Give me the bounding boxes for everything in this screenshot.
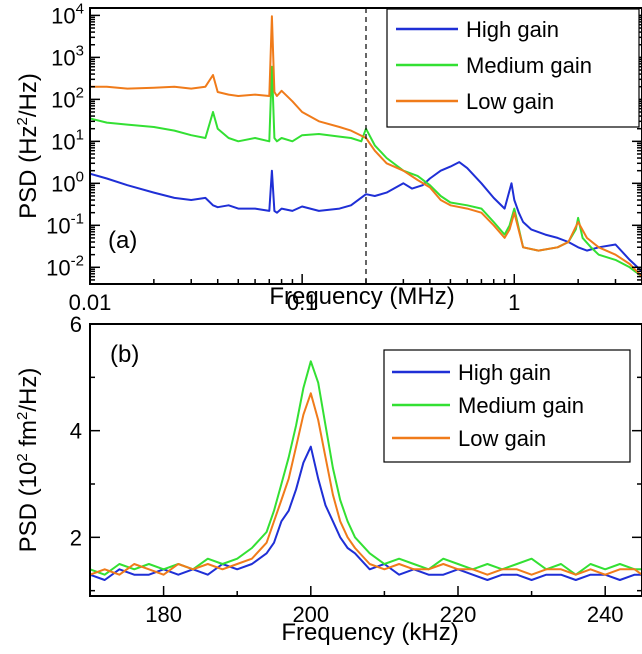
panel-a-xtick-label: 0.1 bbox=[287, 290, 318, 315]
panel-a-label: (a) bbox=[108, 227, 137, 254]
panel-b-xlabel: Frequency (kHz) bbox=[281, 619, 458, 646]
panel-a-ytick-label: 10-1 bbox=[46, 210, 84, 238]
panel-a-ytick-label: 104 bbox=[51, 0, 84, 28]
panel-b-ytick-label: 4 bbox=[70, 419, 82, 444]
panel-a-xtick-label: 1 bbox=[508, 290, 520, 315]
panel-b-frame bbox=[89, 323, 642, 597]
panel-b-ytick-label: 6 bbox=[70, 312, 82, 337]
panel-b-xtick-label: 200 bbox=[292, 602, 329, 627]
panel-a-ytick-label: 10-2 bbox=[46, 252, 84, 280]
panel-a-xlabel: Frequency (MHz) bbox=[269, 283, 454, 310]
panel-b-label: (b) bbox=[110, 341, 139, 368]
panel-a-xtick-label: 0.01 bbox=[69, 290, 112, 315]
panel-a-ytick-label: 102 bbox=[51, 84, 84, 112]
panel-a-ytick-label: 100 bbox=[51, 168, 84, 196]
legend-a-medium-label: Medium gain bbox=[466, 53, 592, 78]
legend-b-low-label: Low gain bbox=[458, 426, 546, 451]
panel-b-series-medium bbox=[90, 360, 642, 576]
panel-a-legend: High gain Medium gain Low gain bbox=[386, 8, 640, 128]
legend-a-low-label: Low gain bbox=[466, 89, 554, 114]
panel-a-series-high bbox=[90, 161, 642, 273]
panel-a: 0.01 0.1 1 10-2 10-1 100 101 102 103 104 (a) Freq… bbox=[14, 0, 642, 315]
panel-a-ylabel: PSD (Hz2/Hz) bbox=[14, 73, 42, 219]
panel-b-ylabel: PSD (102 fm2/Hz) bbox=[14, 368, 42, 553]
legend-b-high-label: High gain bbox=[458, 360, 551, 385]
panel-b-legend: High gain Medium gain Low gain bbox=[383, 349, 631, 463]
panel-b-xtick-label: 180 bbox=[145, 602, 182, 627]
panel-b: 180 200 220 240 2 4 6 (b) Frequency (kHz) PSD … bbox=[14, 312, 642, 646]
panel-b-ytick-label: 2 bbox=[70, 525, 82, 550]
panel-a-ytick-label: 103 bbox=[51, 42, 84, 70]
panel-b-series-low bbox=[90, 392, 642, 576]
panel-b-xtick-label: 220 bbox=[440, 602, 477, 627]
panel-a-ytick-label: 101 bbox=[51, 126, 84, 154]
panel-a-series-low bbox=[90, 15, 642, 278]
legend-b-medium-label: Medium gain bbox=[458, 393, 584, 418]
panel-b-xtick-label: 240 bbox=[587, 602, 624, 627]
panel-b-series-high bbox=[90, 445, 642, 581]
legend-a-high-label: High gain bbox=[466, 17, 559, 42]
